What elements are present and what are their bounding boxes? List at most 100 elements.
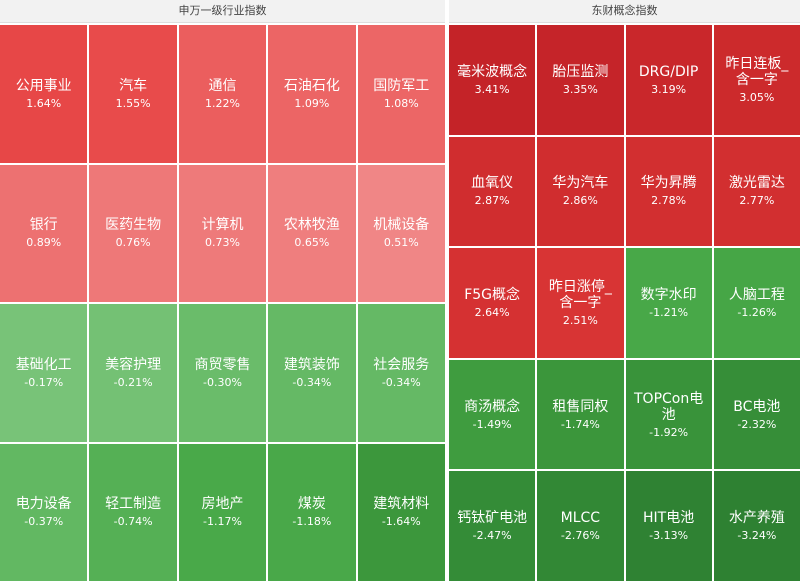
panel: 申万一级行业指数 公用事业 1.64% 汽车 1.55% 通信 1.22% 石油石化 1.09%… xyxy=(0,0,445,581)
tile-change: 1.55% xyxy=(115,96,151,110)
tile-change: 0.65% xyxy=(294,236,330,250)
tile[interactable]: 轻工制造 -0.74% xyxy=(89,443,177,581)
tile-change: -0.30% xyxy=(203,375,242,389)
tile-name: 水产养殖 xyxy=(728,510,785,527)
tile-change: -1.49% xyxy=(472,417,512,431)
tile-name: 社会服务 xyxy=(373,356,430,373)
tile[interactable]: 毫米波概念 3.41% xyxy=(449,25,536,135)
tile-name: BC电池 xyxy=(733,398,781,415)
tile[interactable]: 钙钛矿电池 -2.47% xyxy=(449,471,536,581)
tile-change: 2.77% xyxy=(739,194,775,208)
tile[interactable]: 商贸零售 -0.30% xyxy=(178,304,267,442)
tile[interactable]: 基础化工 -0.17% xyxy=(0,304,88,442)
tile-change: 0.51% xyxy=(383,236,419,250)
tile-change: 1.08% xyxy=(383,96,419,110)
tile[interactable]: 社会服务 -0.34% xyxy=(357,304,445,442)
tile[interactable]: TOPCon电池 -1.92% xyxy=(625,359,712,470)
tile[interactable]: 华为汽车 2.86% xyxy=(537,136,624,247)
tile-name: 国防军工 xyxy=(373,77,430,94)
tile[interactable]: 煤炭 -1.18% xyxy=(268,443,356,581)
tile[interactable]: 通信 1.22% xyxy=(178,25,267,163)
tile[interactable]: 华为昇腾 2.78% xyxy=(625,136,712,247)
tile[interactable]: 商汤概念 -1.49% xyxy=(449,359,536,470)
tile[interactable]: 公用事业 1.64% xyxy=(0,25,88,163)
tile-change: 2.87% xyxy=(474,194,510,208)
tile[interactable]: 昨日连板_含一字 3.05% xyxy=(713,25,800,135)
tile[interactable]: 人脑工程 -1.26% xyxy=(713,248,800,358)
tile-change: -1.92% xyxy=(649,425,689,439)
tile-name: 建筑材料 xyxy=(373,496,430,513)
tile[interactable]: 血氧仪 2.87% xyxy=(449,136,536,247)
tile-name: 血氧仪 xyxy=(471,175,514,192)
tile-change: -2.76% xyxy=(560,529,600,543)
tile-name: 房地产 xyxy=(201,496,244,513)
tile-change: 2.64% xyxy=(474,305,510,319)
tile[interactable]: 租售同权 -1.74% xyxy=(537,359,624,470)
tile[interactable]: DRG/DIP 3.19% xyxy=(625,25,712,135)
tile[interactable]: 汽车 1.55% xyxy=(89,25,177,163)
tile-change: -1.18% xyxy=(292,515,332,529)
tile-grid: 公用事业 1.64% 汽车 1.55% 通信 1.22% 石油石化 1.09% 国防军工 1.08… xyxy=(0,23,445,581)
tile[interactable]: 农林牧渔 0.65% xyxy=(268,164,356,302)
tile-name: 钙钛矿电池 xyxy=(457,510,528,527)
tile-change: -0.34% xyxy=(292,375,332,389)
tile-change: -0.74% xyxy=(113,515,153,529)
tile[interactable]: 建筑装饰 -0.34% xyxy=(268,304,356,442)
tile-name: 银行 xyxy=(29,217,58,234)
tile[interactable]: 石油石化 1.09% xyxy=(268,25,356,163)
tile-change: 0.76% xyxy=(115,236,151,250)
tile[interactable]: HIT电池 -3.13% xyxy=(625,471,712,581)
tile-change: -2.32% xyxy=(737,417,777,431)
tile[interactable]: 建筑材料 -1.64% xyxy=(357,443,445,581)
tile[interactable]: 水产养殖 -3.24% xyxy=(713,471,800,581)
tile-name: 通信 xyxy=(208,77,237,94)
tile[interactable]: 银行 0.89% xyxy=(0,164,88,302)
tile[interactable]: 激光雷达 2.77% xyxy=(713,136,800,247)
tile-change: 3.05% xyxy=(739,90,775,104)
tile-name: 人脑工程 xyxy=(728,286,785,303)
tile-name: 商贸零售 xyxy=(194,356,251,373)
tile-change: -1.74% xyxy=(560,417,600,431)
tile[interactable]: 昨日涨停_含一字 2.51% xyxy=(537,248,624,358)
tile[interactable]: 数字水印 -1.21% xyxy=(625,248,712,358)
tile-name: TOPCon电池 xyxy=(634,390,704,423)
tile[interactable]: 机械设备 0.51% xyxy=(357,164,445,302)
tile-name: 石油石化 xyxy=(283,77,340,94)
tile-change: -1.26% xyxy=(737,305,777,319)
tile-change: -1.17% xyxy=(203,515,242,529)
tile-change: -3.13% xyxy=(649,529,689,543)
tile[interactable]: 电力设备 -0.37% xyxy=(0,443,88,581)
tile[interactable]: 国防军工 1.08% xyxy=(357,25,445,163)
tile-name: 农林牧渔 xyxy=(283,217,340,234)
tile-name: 华为昇腾 xyxy=(640,175,697,192)
tile-change: 3.35% xyxy=(562,82,598,96)
tile-change: 0.89% xyxy=(26,236,62,250)
tile-name: 租售同权 xyxy=(552,398,609,415)
tile[interactable]: 房地产 -1.17% xyxy=(178,443,267,581)
tile-change: 1.22% xyxy=(205,96,240,110)
tile-name: 商汤概念 xyxy=(464,398,521,415)
tile-change: 0.73% xyxy=(205,236,240,250)
tile-change: 1.09% xyxy=(294,96,330,110)
tile[interactable]: MLCC -2.76% xyxy=(537,471,624,581)
panel-title: 东财概念指数 xyxy=(449,0,800,23)
tile-name: 毫米波概念 xyxy=(457,63,528,80)
tile-name: 胎压监测 xyxy=(552,63,609,80)
tile-change: -3.24% xyxy=(737,529,777,543)
tile-name: MLCC xyxy=(560,510,601,527)
tile[interactable]: BC电池 -2.32% xyxy=(713,359,800,470)
tile-name: 数字水印 xyxy=(640,286,697,303)
panel: 东财概念指数 毫米波概念 3.41% 胎压监测 3.35% DRG/DIP 3.19% 昨日连… xyxy=(449,0,800,581)
tile[interactable]: F5G概念 2.64% xyxy=(449,248,536,358)
tile-change: 3.19% xyxy=(651,82,687,96)
tile-change: -0.37% xyxy=(24,515,64,529)
tile-name: F5G概念 xyxy=(464,286,521,303)
tile-name: 计算机 xyxy=(201,217,244,234)
tile-name: 电力设备 xyxy=(15,496,72,513)
tile[interactable]: 医药生物 0.76% xyxy=(89,164,177,302)
tile-name: 华为汽车 xyxy=(552,175,609,192)
tile-change: 1.64% xyxy=(26,96,62,110)
tile[interactable]: 计算机 0.73% xyxy=(178,164,267,302)
tile[interactable]: 美容护理 -0.21% xyxy=(89,304,177,442)
tile[interactable]: 胎压监测 3.35% xyxy=(537,25,624,135)
